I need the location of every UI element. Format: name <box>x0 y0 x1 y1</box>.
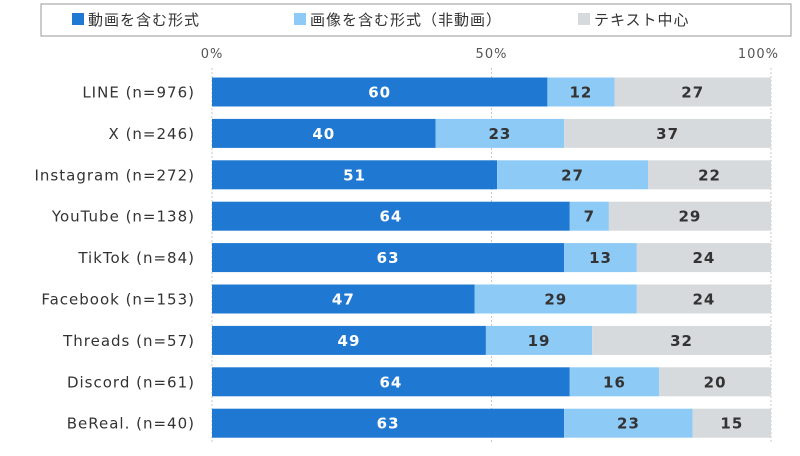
bar-value-label: 23 <box>488 125 511 143</box>
bar-segment <box>212 118 436 148</box>
bar-value-label: 64 <box>379 373 402 391</box>
bar-value-label: 60 <box>368 84 391 102</box>
bar-value-label: 19 <box>528 332 551 350</box>
legend-label: 動画を含む形式 <box>88 11 200 29</box>
bar-value-label: 23 <box>617 415 640 433</box>
bar-value-label: 22 <box>698 166 721 184</box>
bar-value-label: 63 <box>377 249 400 267</box>
bar-value-label: 37 <box>656 125 679 143</box>
bar-segment <box>212 408 565 438</box>
bar-segment <box>592 325 771 355</box>
category-label: LINE (n=976) <box>82 84 195 102</box>
bar-value-label: 51 <box>343 166 366 184</box>
bar-segment <box>692 408 771 438</box>
bar-segment <box>435 118 565 148</box>
x-tick-label: 50% <box>476 47 508 62</box>
category-label: Instagram (n=272) <box>35 166 196 184</box>
bar-segment <box>547 77 615 107</box>
bar-segment <box>614 77 771 107</box>
bar-segment <box>636 243 771 273</box>
bar-segment <box>485 325 593 355</box>
bar-value-label: 29 <box>544 291 567 309</box>
category-label: TikTok (n=84) <box>77 249 195 267</box>
legend-swatch <box>72 13 84 25</box>
category-label: Threads (n=57) <box>62 332 195 350</box>
bar-value-label: 16 <box>603 373 626 391</box>
bar-value-label: 49 <box>338 332 361 350</box>
bar-value-label: 7 <box>584 208 595 226</box>
bar-segment <box>212 284 475 314</box>
bar-segment <box>636 284 771 314</box>
bar-segment <box>212 201 570 231</box>
bar-value-label: 63 <box>377 415 400 433</box>
category-label: BeReal. (n=40) <box>67 415 195 433</box>
legend-swatch <box>294 13 306 25</box>
bar-segment <box>569 367 660 397</box>
category-label: Facebook (n=153) <box>41 291 195 309</box>
bar-segment <box>212 243 565 273</box>
legend-frame <box>40 3 792 37</box>
bar-segment <box>564 118 771 148</box>
bar-value-label: 20 <box>704 373 727 391</box>
bar-segment <box>474 284 637 314</box>
bar-value-label: 13 <box>589 249 612 267</box>
bar-segment <box>497 160 649 190</box>
bar-segment <box>564 408 693 438</box>
bar-value-label: 32 <box>670 332 693 350</box>
bar-value-label: 24 <box>692 249 715 267</box>
bar-segment <box>212 367 570 397</box>
bar-value-label: 64 <box>379 208 402 226</box>
bar-value-label: 40 <box>312 125 335 143</box>
bar-segment <box>659 367 771 397</box>
bars: 60 12 27 40 23 37 51 27 22 64 7 29 63 13 24 47 29 24 49 19 3… <box>212 77 771 438</box>
bar-segment <box>212 160 498 190</box>
bar-segment <box>212 325 486 355</box>
bar-value-label: 47 <box>332 291 355 309</box>
category-label: Discord (n=61) <box>67 373 195 391</box>
bar-segment <box>608 201 771 231</box>
bar-value-label: 29 <box>679 208 702 226</box>
bar-value-label: 27 <box>681 84 704 102</box>
bar-value-label: 15 <box>720 415 743 433</box>
x-axis-ticks: 0% 50% 100% <box>201 47 779 62</box>
legend-label: 画像を含む形式（非動画） <box>310 11 502 29</box>
bar-value-label: 12 <box>570 84 593 102</box>
legend: 動画を含む形式 画像を含む形式（非動画） テキスト中心 <box>40 3 792 37</box>
bar-value-label: 27 <box>561 166 584 184</box>
bar-segment <box>564 243 637 273</box>
bar-segment <box>648 160 771 190</box>
category-label: X (n=246) <box>109 125 195 143</box>
bar-segment <box>569 201 609 231</box>
legend-label: テキスト中心 <box>594 11 690 29</box>
x-tick-label: 0% <box>201 47 224 62</box>
category-label: YouTube (n=138) <box>51 208 195 226</box>
category-labels: LINE (n=976) X (n=246) Instagram (n=272) Yo… <box>35 84 196 433</box>
bar-segment <box>212 77 548 107</box>
bar-value-label: 24 <box>692 291 715 309</box>
legend-swatch <box>578 13 590 25</box>
x-tick-label: 100% <box>738 47 779 62</box>
